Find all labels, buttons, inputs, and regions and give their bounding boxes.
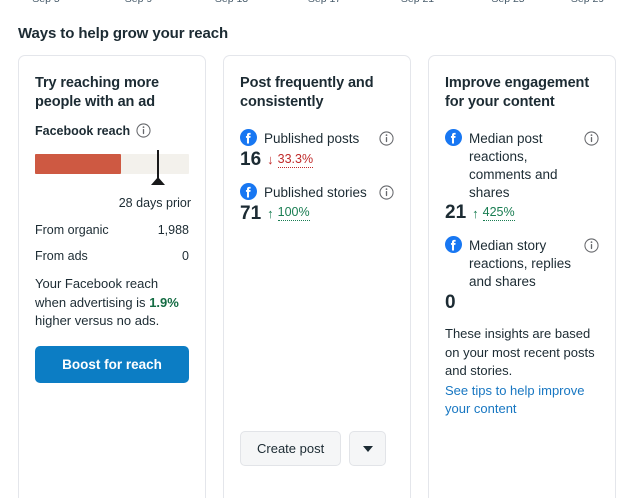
metric-label: Published posts [264, 131, 360, 147]
metric-value: 21 [445, 202, 467, 224]
info-icon[interactable] [584, 238, 599, 253]
metric-delta-down[interactable]: ↓ 33.3% [267, 151, 314, 168]
metric-published-stories: Published stories 71 ↑ 100% [240, 182, 394, 225]
create-post-button[interactable]: Create post [240, 431, 342, 466]
metric-change: 100% [277, 205, 310, 222]
metric-change: 33.3% [277, 151, 314, 168]
card-post-frequently: Post frequently and consistently Publish… [223, 55, 411, 498]
metric-value-row: 0 [445, 292, 599, 314]
metric-median-story-engagement: Median story reactions, replies and shar… [445, 236, 599, 313]
create-post-dropdown-button[interactable] [349, 431, 387, 466]
info-icon-slot [584, 129, 599, 146]
metric-value: 16 [240, 148, 262, 170]
arrow-up-icon: ↑ [267, 205, 274, 221]
info-icon-slot [379, 129, 394, 146]
page-title: Ways to help grow your reach [18, 25, 229, 42]
metric-header: Median post reactions, comments and shar… [445, 129, 599, 201]
info-icon-slot [584, 236, 599, 253]
bar-caption: 28 days prior [118, 196, 191, 211]
metric-median-post-engagement: Median post reactions, comments and shar… [445, 129, 599, 224]
metric-published-posts: Published posts 16 ↓ 33.3% [240, 129, 394, 171]
see-tips-link[interactable]: See tips to help improve your content [445, 382, 585, 417]
metric-header: Median story reactions, replies and shar… [445, 236, 599, 290]
prior-period-marker-line [156, 150, 159, 179]
metric-value-row: 21 ↑ 425% [445, 202, 599, 224]
metric-value-row: 71 ↑ 100% [240, 203, 394, 225]
metric-label: Facebook reach [35, 123, 131, 138]
facebook-icon [240, 129, 257, 147]
reach-comparison-bar [35, 150, 189, 186]
card-title: Post frequently and consistently [240, 75, 374, 110]
card-improve-engagement: Improve engagement for your content Medi… [428, 55, 616, 498]
card-try-reaching-more-people: Try reaching more people with an ad Face… [18, 55, 206, 498]
axis-tick: Sep 9 [92, 0, 185, 5]
metric-label: Median post reactions, comments and shar… [469, 131, 558, 200]
metric-header: Published posts [240, 129, 394, 148]
create-post-button-group: Create post [240, 431, 387, 466]
chart-axis-labels: Sep 5 Sep 9 Sep 13 Sep 17 Sep 21 Sep 25 … [0, 0, 623, 9]
chart-axis-tick-row: Sep 5 Sep 9 Sep 13 Sep 17 Sep 21 Sep 25 … [0, 0, 623, 5]
card-title: Improve engagement for your content [445, 75, 590, 110]
card-title: Try reaching more people with an ad [35, 75, 160, 110]
chevron-down-icon [362, 445, 373, 452]
info-icon-slot [379, 183, 394, 200]
bar-track [35, 154, 189, 175]
metric-value: 71 [240, 202, 262, 224]
metric-value: 0 [445, 291, 456, 313]
reach-blurb: Your Facebook reach when advertising is … [35, 275, 189, 330]
axis-tick: Sep 21 [371, 0, 464, 5]
info-icon[interactable] [136, 123, 151, 138]
metric-delta-up[interactable]: ↑ 425% [472, 205, 515, 222]
row-value: 1,988 [157, 223, 189, 238]
row-from-organic: From organic 1,988 [35, 223, 189, 237]
axis-tick: Sep 13 [185, 0, 278, 5]
row-value: 0 [182, 249, 189, 264]
metric-value-row: 16 ↓ 33.3% [240, 149, 394, 171]
facebook-icon [445, 236, 462, 254]
row-label: From ads [35, 249, 88, 264]
metric-header: Published stories [240, 182, 394, 202]
axis-tick: Sep 5 [0, 0, 92, 5]
arrow-up-icon: ↑ [472, 205, 479, 221]
insights-note: These insights are based on your most re… [445, 326, 595, 379]
boost-for-reach-button[interactable]: Boost for reach [35, 346, 189, 384]
metric-delta-up[interactable]: ↑ 100% [267, 205, 310, 222]
blurb-before: Your Facebook reach when advertising is [35, 276, 159, 310]
facebook-reach-label-row: Facebook reach [35, 123, 189, 138]
metric-label: Median story reactions, replies and shar… [469, 238, 572, 289]
blurb-after: higher versus no ads. [35, 313, 160, 328]
bar-fill [35, 154, 122, 175]
metric-change: 425% [482, 205, 515, 222]
axis-tick: Sep 17 [278, 0, 371, 5]
facebook-icon [240, 182, 257, 200]
axis-tick: Sep 29 [552, 0, 623, 5]
row-label: From organic [35, 223, 109, 238]
blurb-highlight: 1.9% [149, 294, 179, 310]
prior-period-marker-caret [150, 177, 165, 186]
info-icon[interactable] [379, 185, 394, 200]
metric-label: Published stories [264, 184, 367, 200]
info-icon[interactable] [379, 131, 394, 146]
facebook-icon [445, 129, 462, 147]
axis-tick: Sep 25 [464, 0, 552, 5]
arrow-down-icon: ↓ [267, 152, 274, 168]
row-from-ads: From ads 0 [35, 249, 189, 263]
info-icon[interactable] [584, 131, 599, 146]
recommendation-cards: Try reaching more people with an ad Face… [18, 55, 623, 498]
